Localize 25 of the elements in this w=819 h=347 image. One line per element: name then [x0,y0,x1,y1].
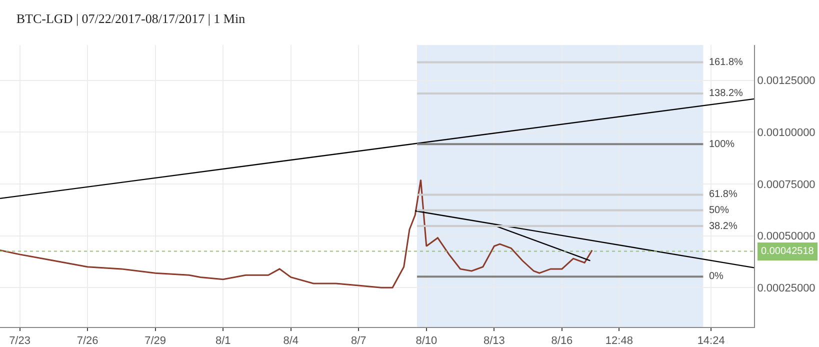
chart-title: BTC-LGD | 07/22/2017-08/17/2017 | 1 Min [16,10,246,26]
x-tick-label: 8/7 [350,335,366,347]
x-tick-label: 7/23 [9,335,30,347]
x-tick-label: 7/29 [144,335,166,347]
x-tick-label: 8/1 [215,335,231,347]
annotation: 161.8% [709,57,744,68]
annotation: 0% [709,271,724,282]
x-tick-label: 14:24 [697,335,725,347]
x-tick-label: 12:48 [605,335,633,347]
ref-line-label: 0.00042518 [761,246,814,257]
y-tick-label: 0.00100000 [757,126,816,139]
x-tick-label: 7/26 [76,335,98,347]
x-tick-label: 8/16 [551,335,573,347]
x-tick-label: 8/13 [483,335,505,347]
annotation: 138.2% [709,88,744,99]
y-tick-label: 0.00025000 [757,282,816,294]
y-tick-label: 0.00050000 [757,230,816,243]
annotation: 61.8% [709,189,738,200]
annotation: 100% [709,139,735,150]
x-tick-label: 8/4 [283,335,299,347]
y-tick-label: 0.00075000 [757,178,816,191]
annotation: 38.2% [709,221,738,232]
y-tick-label: 0.00125000 [757,75,816,88]
annotation: 50% [709,205,730,216]
x-tick-label: 8/10 [416,335,438,347]
